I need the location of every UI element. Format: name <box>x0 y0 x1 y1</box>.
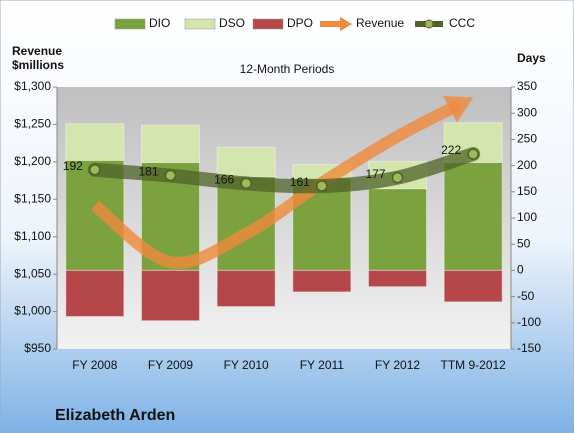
plot-area <box>57 87 511 349</box>
x-tick-label: FY 2010 <box>224 358 269 372</box>
bar <box>65 269 125 318</box>
legend-swatch <box>340 17 352 31</box>
y2-tick-label: 150 <box>517 184 537 198</box>
x-tick-label: FY 2011 <box>300 358 345 372</box>
y2-tick-label: -150 <box>517 341 541 355</box>
legend-swatch <box>252 18 284 30</box>
ccc-marker <box>391 171 404 184</box>
legend-label: CCC <box>449 16 475 30</box>
y-tick-label: $950 <box>24 341 51 355</box>
data-label: 192 <box>63 159 83 173</box>
y2-tick-label: 100 <box>517 210 537 224</box>
footer: Elizabeth Arden <box>55 407 175 424</box>
y2-tick-label: 300 <box>517 105 537 119</box>
x-tick-label: FY 2012 <box>375 358 420 372</box>
bar <box>216 146 276 178</box>
ccc-line <box>87 147 481 194</box>
y2-tick-label: -100 <box>517 315 541 329</box>
bar <box>141 124 200 163</box>
y2-tick-label: 200 <box>517 158 537 172</box>
chart-title: 12-Month Periods <box>240 62 335 76</box>
x-tick-label: FY 2008 <box>72 358 117 372</box>
bar <box>65 123 125 161</box>
y-tick-label: $1,050 <box>14 266 51 280</box>
data-label: 161 <box>290 175 310 189</box>
y-tick-label: $1,200 <box>14 154 51 168</box>
y-axis-title: Revenue <box>12 44 62 58</box>
y-tick-label: $1,000 <box>14 304 51 318</box>
bar <box>443 269 503 303</box>
legend-swatch <box>114 18 146 30</box>
bar <box>216 269 276 308</box>
legend-label: DPO <box>287 16 313 30</box>
ccc-marker <box>89 164 101 176</box>
data-label: 166 <box>214 173 234 187</box>
y2-tick-label: 50 <box>517 236 531 250</box>
y2-axis-title: Days <box>517 51 546 65</box>
ccc-marker <box>164 169 177 182</box>
data-label: 181 <box>138 165 158 179</box>
revenue-arrow-head <box>443 96 474 123</box>
y2-tick-label: -50 <box>517 289 535 303</box>
legend-label: DSO <box>219 16 245 30</box>
x-tick-label: TTM 9-2012 <box>440 358 506 372</box>
legend-swatch <box>184 18 216 30</box>
bar <box>292 269 352 293</box>
y2-tick-label: 0 <box>517 263 524 277</box>
y-tick-label: $1,150 <box>14 191 51 205</box>
ccc-marker <box>316 180 328 192</box>
revenue-arrow-shaft <box>91 99 462 269</box>
bar <box>368 188 427 271</box>
legend-label: DIO <box>149 16 170 30</box>
bar <box>368 269 427 288</box>
y-axis-title: $millions <box>12 58 64 72</box>
bar <box>141 269 200 322</box>
data-label: 222 <box>441 143 461 157</box>
data-label: 177 <box>365 167 385 181</box>
y-tick-label: $1,100 <box>14 229 51 243</box>
legend-swatch <box>424 19 434 29</box>
y2-tick-label: 350 <box>517 79 537 93</box>
ccc-marker <box>240 177 252 190</box>
bar <box>443 161 503 271</box>
x-tick-label: FY 2009 <box>148 358 193 372</box>
ccc-marker <box>467 148 479 160</box>
legend-label: Revenue <box>356 16 404 30</box>
y2-tick-label: 250 <box>517 132 537 146</box>
y-tick-label: $1,250 <box>14 117 51 131</box>
y-tick-label: $1,300 <box>14 79 51 93</box>
